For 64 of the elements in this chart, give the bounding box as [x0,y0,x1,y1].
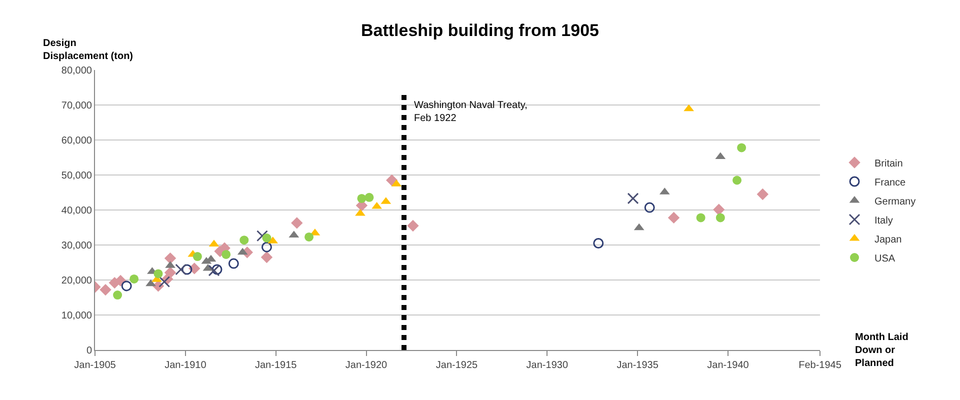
x-tick-label: Jan-1905 [74,360,116,371]
legend-label: Italy [874,215,893,226]
x-tick-label: Jan-1920 [345,360,388,371]
point [121,280,132,292]
x-tick-label: Jan-1930 [526,360,568,371]
y-tick-label: 80,000 [61,66,92,76]
x-tick-label: Jan-1910 [164,360,207,371]
point [182,264,192,275]
point [228,258,239,269]
point [240,236,249,245]
point [737,143,746,152]
legend-label: Germany [874,196,916,208]
point [627,192,639,204]
y-tick-label: 50,000 [61,170,92,182]
point [208,264,220,276]
x-axis-title: Month Laid Down or Planned [855,332,908,369]
point [175,264,187,276]
y-tick-label: 0 [86,346,92,356]
point [713,204,725,216]
point [164,266,176,278]
legend-label: USA [874,253,896,264]
point [357,194,366,203]
point [130,274,139,284]
point [261,242,272,252]
point [756,188,769,200]
point [644,202,655,213]
x-tick-label: Jan-1915 [254,360,298,371]
y-tick-label: 40,000 [61,206,92,216]
y-axis-title: Design Displacement (ton) [43,38,134,62]
legend-label: France [874,177,906,188]
x-tick-label: Jan-1935 [616,360,659,371]
point [593,238,604,248]
point [668,212,680,224]
legend-label: Britain [874,158,903,170]
point [364,192,374,202]
x-tick-label: Jan-1925 [436,360,478,371]
x-tick-label: Jan-1940 [707,360,750,371]
point [158,276,170,288]
point [222,250,231,259]
point [732,176,742,185]
point [154,269,163,278]
point [262,234,272,242]
y-tick-label: 30,000 [61,240,92,252]
point [716,213,725,222]
point [256,230,268,242]
point [113,290,122,300]
y-tick-label: 20,000 [61,276,92,286]
y-tick-label: 10,000 [61,310,92,322]
x-tick-label: Feb-1945 [798,360,842,371]
point [260,251,273,264]
legend-label: Japan [874,234,902,246]
point [146,279,156,286]
point [192,252,202,262]
point [291,217,303,229]
point [100,284,112,296]
chart-title: Battleship building from 1905 [360,20,600,40]
point [212,264,222,275]
point [164,252,176,264]
point [407,220,419,232]
ref-line-label: Washington Naval Treaty, Feb 1922 [414,100,528,124]
y-tick-label: 60,000 [61,136,92,146]
point [304,232,314,242]
y-tick-label: 70,000 [61,100,92,112]
point [696,213,706,222]
